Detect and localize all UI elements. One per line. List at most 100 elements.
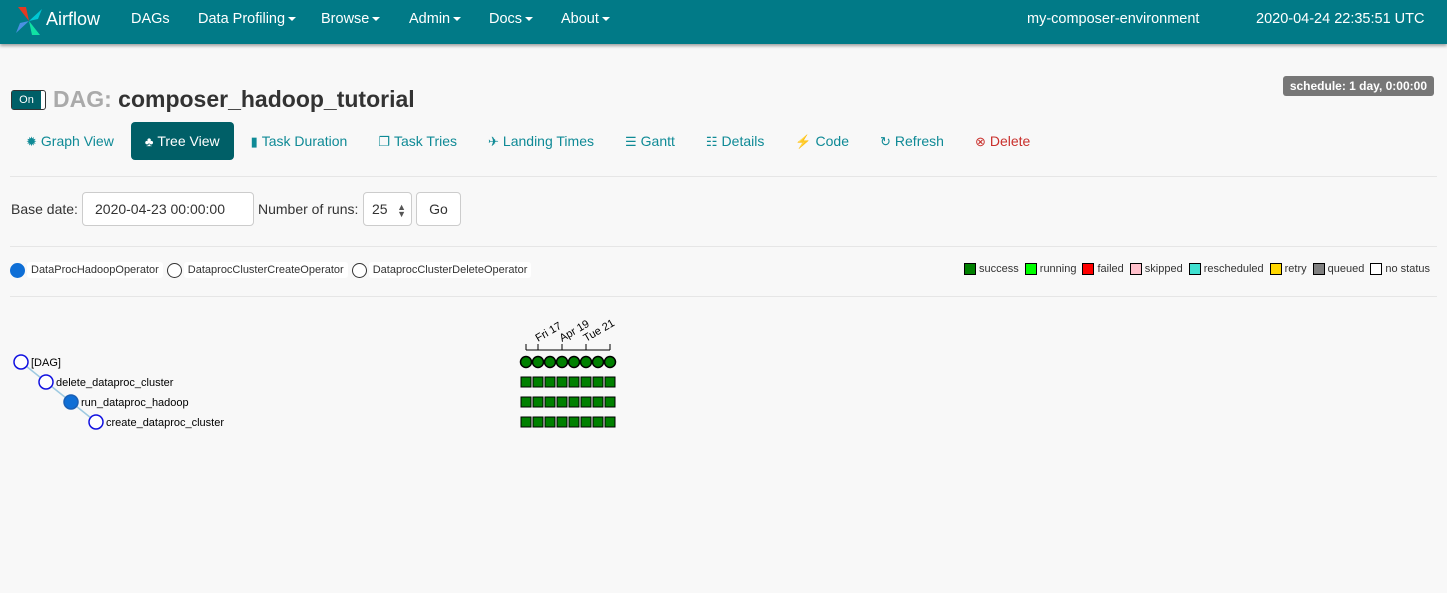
nav-browse[interactable]: Browse [321,11,381,27]
tab-label: Delete [989,133,1031,149]
task-instance-square[interactable] [532,396,544,408]
dag-run-circle[interactable] [531,355,545,369]
legend-swatch [1024,263,1037,275]
nav-dags[interactable]: DAGs [131,11,170,27]
legend-label: no status [1385,263,1430,275]
dag-run-circle[interactable] [519,355,533,369]
dag-prefix: DAG: [53,86,112,112]
tab-graph-view[interactable]: ✹ Graph View [12,122,128,160]
operator-color-dot [351,262,367,278]
runs-select[interactable]: 25 ▲ ▼ [363,192,412,226]
operator-legend: DataProcHadoopOperator DataprocClusterCr… [10,262,535,278]
environment-name: my-composer-environment [1027,11,1200,27]
tab-landing-times[interactable]: ✈ Landing Times [474,122,608,160]
task-instance-square[interactable] [556,416,568,428]
task-label[interactable]: [DAG] [31,357,61,369]
divider [10,246,1437,247]
dag-on-toggle[interactable]: On [11,90,46,110]
page-title: DAG: composer_hadoop_tutorial [53,86,415,113]
legend-label: rescheduled [1203,263,1264,275]
task-instance-square[interactable] [568,376,580,388]
dag-run-circle[interactable] [567,355,581,369]
task-instance-square[interactable] [556,396,568,408]
tab-label: Graph View [40,133,114,149]
legend-item-running: running [1024,263,1077,275]
task-instance-square[interactable] [604,416,616,428]
nav-admin[interactable]: Admin [409,11,462,27]
legend-swatch [1370,263,1383,275]
tree-view-chart: [DAG] delete_dataproc_cluster run_dataproc… [13,317,617,430]
legend-swatch [1188,263,1201,275]
dag-run-circle[interactable] [603,355,617,369]
tab-refresh[interactable]: ↻ Refresh [866,122,958,160]
caret-down-icon [601,17,610,22]
tab-gantt[interactable]: ☰ Gantt [611,122,689,160]
task-instance-square[interactable] [532,376,544,388]
task-instance-square[interactable] [520,376,532,388]
task-instance-square[interactable] [580,376,592,388]
nav-data-profiling[interactable]: Data Profiling [198,11,297,27]
align-left-icon: ☰ [624,134,637,149]
tab-task-tries[interactable]: ❐ Task Tries [364,122,471,160]
dag-run-circle[interactable] [543,355,557,369]
task-instance-square[interactable] [544,376,556,388]
task-label[interactable]: create_dataproc_cluster [106,417,224,429]
task-instance-square[interactable] [592,416,604,428]
dag-run-circle[interactable] [579,355,593,369]
dag-name: composer_hadoop_tutorial [118,86,415,112]
legend-swatch [964,263,977,275]
operator-label: DataprocClusterDeleteOperator [368,262,532,278]
task-instance-square[interactable] [580,396,592,408]
task-instance-square[interactable] [568,396,580,408]
task-instance-square[interactable] [544,396,556,408]
task-instance-square[interactable] [604,396,616,408]
brand[interactable]: Airflow [46,9,101,29]
task-label[interactable]: delete_dataproc_cluster [56,377,174,389]
operator-item: DataprocClusterDeleteOperator [351,262,532,278]
legend-label: running [1039,263,1077,275]
task-node[interactable] [13,354,29,370]
view-tabs: ✹ Graph View ♣ Tree View ▮ Task Duration ❐ T… [12,122,1047,160]
caret-down-icon [525,17,534,22]
operator-color-dot [166,262,182,278]
graph-icon: ✹ [26,134,37,149]
task-node[interactable] [38,374,54,390]
go-button[interactable]: Go [416,192,461,226]
tab-delete[interactable]: ⊗ Delete [961,122,1044,160]
task-instance-square[interactable] [556,376,568,388]
task-instance-square[interactable] [520,416,532,428]
task-instance-square[interactable] [532,416,544,428]
task-instance-square[interactable] [520,396,532,408]
operator-color-dot [10,262,25,278]
nav-docs[interactable]: Docs [489,11,534,27]
task-node[interactable] [88,414,104,430]
task-instance-square[interactable] [592,376,604,388]
task-node[interactable] [63,394,79,410]
legend-label: success [979,263,1019,275]
dag-run-circle[interactable] [555,355,569,369]
tab-label: Details [721,133,765,149]
legend-item-no-status: no status [1370,263,1430,275]
operator-label: DataProcHadoopOperator [27,262,163,278]
operator-label: DataprocClusterCreateOperator [183,262,348,278]
airflow-logo-icon[interactable] [14,5,44,37]
operator-item: DataprocClusterCreateOperator [166,262,348,278]
tab-details[interactable]: ☷ Details [692,122,778,160]
tab-code[interactable]: ⚡ Code [781,122,863,160]
navbar: Airflow DAGs Data Profiling Browse Admin… [0,0,1447,44]
task-instance-square[interactable] [568,416,580,428]
tab-task-duration[interactable]: ▮ Task Duration [237,122,362,160]
legend-item-failed: failed [1082,263,1124,275]
task-instance-square[interactable] [544,416,556,428]
task-label[interactable]: run_dataproc_hadoop [81,397,189,409]
base-date-input[interactable]: 2020-04-23 00:00:00 [82,192,254,226]
task-instance-square[interactable] [592,396,604,408]
legend-item-retry: retry [1269,263,1307,275]
legend-label: skipped [1144,263,1183,275]
tab-tree-view[interactable]: ♣ Tree View [130,122,234,160]
task-instance-square[interactable] [580,416,592,428]
dag-run-circle[interactable] [591,355,605,369]
nav-about[interactable]: About [561,11,610,27]
task-instance-square[interactable] [604,376,616,388]
tab-label: Code [815,133,849,149]
